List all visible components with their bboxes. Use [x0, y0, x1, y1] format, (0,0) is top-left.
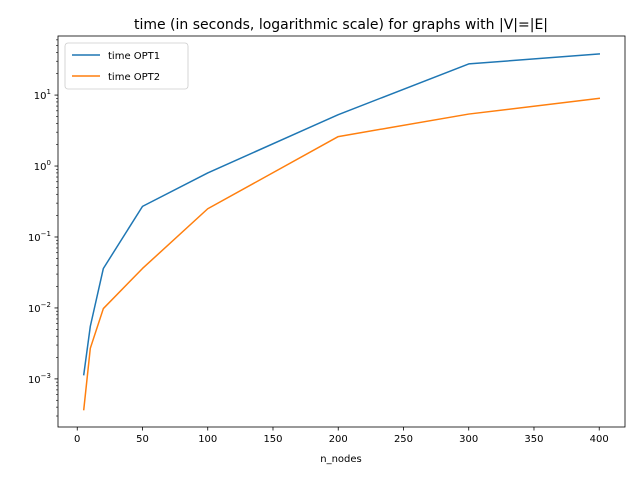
y-tick-label: 10−3 [28, 372, 51, 386]
y-tick-label: 101 [34, 88, 51, 102]
x-tick-label: 50 [136, 434, 149, 445]
legend-label-2: time OPT2 [108, 72, 160, 83]
x-tick-label: 200 [329, 434, 348, 445]
x-tick-label: 350 [524, 434, 543, 445]
series-line-2 [82, 97, 601, 411]
series-line-1 [82, 53, 601, 376]
legend-label-1: time OPT1 [108, 51, 160, 62]
x-tick-label: 0 [74, 434, 80, 445]
chart-title: time (in seconds, logarithmic scale) for… [134, 17, 548, 33]
x-tick-label: 100 [198, 434, 217, 445]
x-tick-label: 250 [394, 434, 413, 445]
x-axis-label: n_nodes [320, 454, 362, 465]
x-tick-label: 300 [459, 434, 478, 445]
plot-area [58, 36, 625, 427]
axes-frame [57, 35, 626, 428]
y-tick-label: 10−2 [28, 301, 51, 315]
x-tick-label: 150 [263, 434, 282, 445]
x-tick-label: 400 [590, 434, 609, 445]
y-tick-label: 100 [34, 159, 51, 173]
y-tick-label: 10−1 [28, 230, 51, 244]
